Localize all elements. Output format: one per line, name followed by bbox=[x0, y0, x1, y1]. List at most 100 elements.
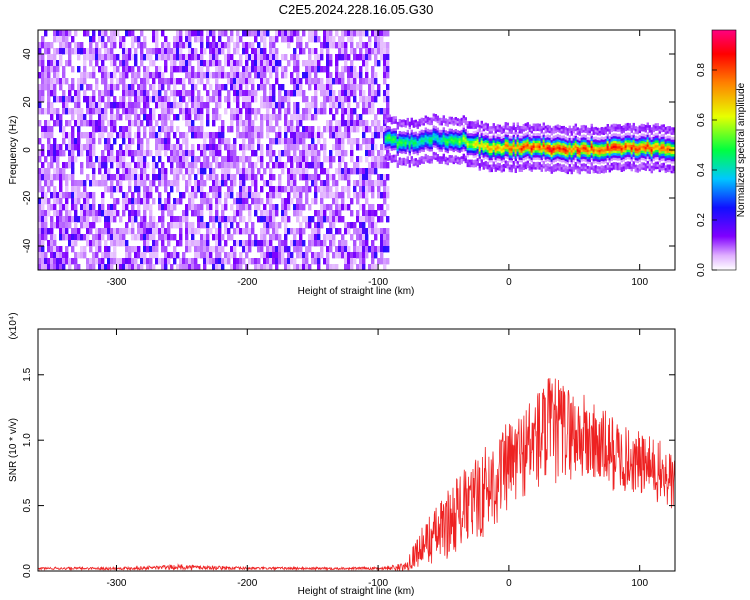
spectrogram-cell bbox=[86, 84, 90, 91]
spectrogram-cell bbox=[200, 72, 204, 79]
signal-cell bbox=[466, 149, 469, 153]
signal-cell bbox=[478, 165, 481, 169]
signal-cell bbox=[508, 159, 511, 163]
spectrogram-cell bbox=[74, 108, 78, 115]
spectrogram-cell bbox=[47, 162, 51, 169]
spectrogram-cell bbox=[107, 156, 111, 163]
signal-cell bbox=[480, 125, 483, 129]
spectrogram-cell bbox=[137, 150, 141, 157]
spectrogram-cell bbox=[80, 42, 84, 49]
signal-cell bbox=[482, 154, 485, 158]
signal-cell bbox=[474, 138, 477, 141]
spectrogram-cell bbox=[233, 114, 237, 121]
spectrogram-cell bbox=[251, 198, 255, 205]
spectrogram-cell bbox=[53, 78, 57, 85]
spectrogram-cell bbox=[38, 42, 42, 49]
signal-cell bbox=[594, 160, 597, 164]
spectrogram-cell bbox=[251, 258, 255, 265]
signal-cell bbox=[432, 144, 435, 148]
spectrogram-cell bbox=[203, 102, 207, 109]
signal-cell bbox=[592, 129, 595, 133]
signal-cell bbox=[492, 135, 495, 138]
spectrogram-cell bbox=[227, 228, 231, 235]
spectrogram-cell bbox=[137, 186, 141, 193]
signal-cell bbox=[510, 152, 513, 156]
spectrogram-cell bbox=[269, 150, 273, 157]
signal-cell bbox=[574, 126, 577, 129]
signal-cell bbox=[418, 130, 421, 134]
signal-cell bbox=[408, 136, 411, 139]
spectrogram-cell bbox=[59, 186, 63, 193]
signal-cell bbox=[490, 150, 493, 153]
signal-cell bbox=[582, 156, 585, 159]
spectrogram-cell bbox=[92, 120, 96, 127]
spectrogram-cell bbox=[92, 126, 96, 133]
spectrogram-cell bbox=[260, 162, 264, 169]
spectrogram-cell bbox=[191, 108, 195, 115]
spectrogram-cell bbox=[197, 102, 201, 109]
signal-cell bbox=[574, 128, 577, 132]
signal-cell bbox=[526, 143, 529, 147]
signal-cell bbox=[482, 147, 485, 151]
spectrogram-cell bbox=[326, 258, 330, 265]
spectrogram-cell bbox=[83, 186, 87, 193]
spectrogram-cell bbox=[296, 30, 300, 37]
spectrogram-cell bbox=[311, 114, 315, 121]
spectrogram-cell bbox=[356, 138, 360, 145]
signal-cell bbox=[392, 128, 395, 132]
spectrogram-cell bbox=[242, 198, 246, 205]
spectrogram-cell bbox=[59, 204, 63, 211]
spectrogram-cell bbox=[323, 126, 327, 133]
signal-cell bbox=[474, 147, 477, 151]
spectrogram-cell bbox=[98, 246, 102, 253]
spectrogram-cell bbox=[314, 114, 318, 121]
signal-cell bbox=[554, 151, 557, 155]
signal-cell bbox=[472, 123, 475, 127]
spectrogram-cell bbox=[365, 240, 369, 247]
spectrogram-cell bbox=[281, 54, 285, 61]
spectrogram-cell bbox=[56, 72, 60, 79]
spectrogram-cell bbox=[314, 150, 318, 157]
signal-cell bbox=[524, 144, 527, 148]
spectrogram-cell bbox=[191, 156, 195, 163]
spectrogram-cell bbox=[62, 168, 66, 175]
spectrogram-cell bbox=[383, 258, 387, 265]
spectrogram-cell bbox=[188, 204, 192, 211]
signal-cell bbox=[494, 159, 497, 163]
spectrogram-cell bbox=[41, 222, 45, 229]
signal-cell bbox=[506, 146, 509, 150]
spectrogram-cell bbox=[71, 240, 75, 247]
signal-cell bbox=[578, 157, 581, 160]
spectrogram-cell bbox=[98, 162, 102, 169]
spectrogram-cell bbox=[110, 60, 114, 67]
signal-cell bbox=[500, 157, 503, 161]
signal-cell bbox=[552, 157, 555, 161]
signal-cell bbox=[426, 148, 429, 151]
signal-cell bbox=[426, 145, 429, 149]
signal-cell bbox=[548, 149, 551, 153]
spectrogram-cell bbox=[365, 54, 369, 61]
signal-cell bbox=[540, 128, 543, 132]
spectrogram-cell bbox=[134, 48, 138, 55]
spectrogram-cell bbox=[71, 78, 75, 85]
signal-cell bbox=[506, 144, 509, 147]
signal-cell bbox=[416, 152, 419, 156]
signal-cell bbox=[550, 159, 553, 162]
spectrogram-cell bbox=[185, 66, 189, 73]
spectrogram-cell bbox=[197, 78, 201, 85]
signal-cell bbox=[564, 155, 567, 159]
signal-cell bbox=[538, 133, 541, 137]
spectrogram-cell bbox=[230, 186, 234, 193]
spectrogram-cell bbox=[152, 126, 156, 133]
signal-cell bbox=[536, 161, 539, 165]
spectrogram-cell bbox=[152, 246, 156, 253]
spectrogram-cell bbox=[128, 198, 132, 205]
spectrogram-cell bbox=[194, 132, 198, 139]
signal-cell bbox=[460, 144, 463, 147]
spectrogram-cell bbox=[284, 144, 288, 151]
spectrogram-cell bbox=[281, 30, 285, 37]
signal-cell bbox=[392, 154, 395, 158]
signal-cell bbox=[574, 135, 577, 139]
spectrogram-cell bbox=[302, 60, 306, 67]
spectrogram-cell bbox=[98, 102, 102, 109]
